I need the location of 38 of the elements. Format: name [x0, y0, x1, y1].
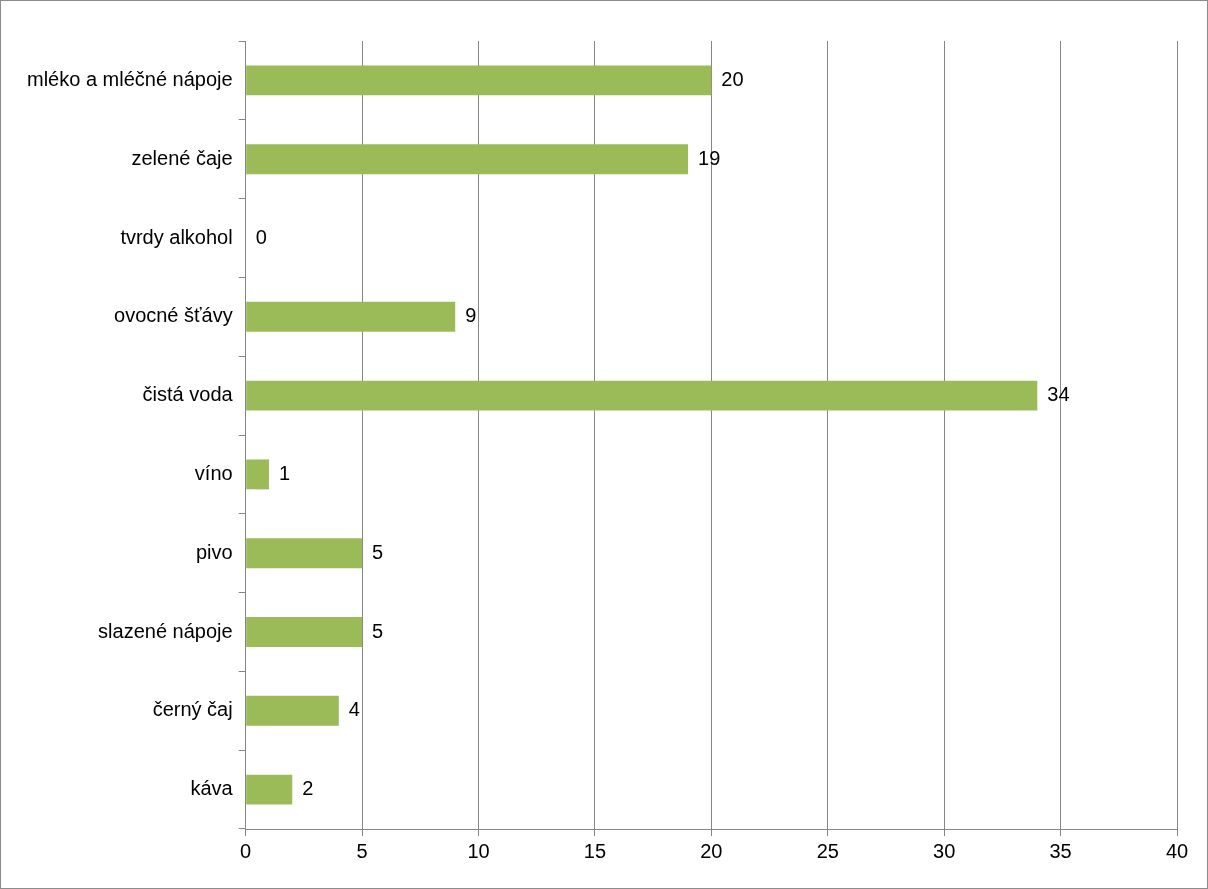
data-label: 2: [302, 777, 314, 800]
y-tick-label: slazené nápoje: [98, 619, 233, 642]
data-label: 1: [278, 461, 291, 484]
y-tick-label: mléko a mléčné nápoje: [26, 67, 233, 90]
bar: [246, 774, 293, 805]
x-tick-label: 20: [700, 839, 723, 862]
bar: [246, 65, 712, 96]
data-label: 19: [698, 146, 721, 169]
y-tick-label: tvrdy alkohol: [120, 225, 233, 248]
data-label: 4: [348, 698, 360, 721]
x-tick-label: 40: [1165, 839, 1189, 862]
bar: [246, 617, 363, 647]
x-tick-label: 5: [356, 839, 368, 862]
data-label: 20: [721, 67, 744, 90]
bar: [246, 695, 339, 726]
y-tick-label: pivo: [195, 540, 233, 563]
y-tick-label: káva: [190, 777, 234, 800]
x-tick-label: 10: [467, 839, 490, 862]
y-tick-label: víno: [194, 461, 233, 484]
data-label: 9: [465, 304, 477, 327]
bar: [246, 459, 269, 490]
x-tick-label: 15: [583, 839, 607, 862]
bar: [246, 144, 689, 175]
y-tick-label: zelené čaje: [131, 146, 233, 169]
bar: [246, 538, 363, 569]
x-tick-label: 35: [1049, 839, 1072, 862]
y-tick-label: ovocné šťávy: [114, 304, 233, 327]
x-tick-label: 25: [816, 839, 839, 862]
x-tick-label: 30: [933, 839, 956, 862]
y-tick-label: čistá voda: [142, 383, 234, 406]
data-label: 5: [372, 540, 384, 563]
x-tick-label: 0: [240, 839, 252, 862]
bar: [246, 380, 1038, 411]
data-label: 0: [255, 225, 267, 248]
data-label: 5: [372, 619, 384, 642]
bar: [246, 301, 456, 332]
y-tick-label: černý čaj: [152, 698, 233, 721]
data-label: 34: [1047, 383, 1070, 406]
